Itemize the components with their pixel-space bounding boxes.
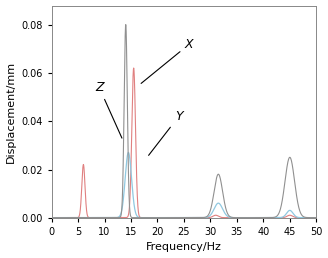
X-axis label: Frequency/Hz: Frequency/Hz (146, 243, 222, 252)
Text: Z: Z (95, 81, 122, 138)
Text: X: X (141, 38, 194, 83)
Y-axis label: Displacement/mm: Displacement/mm (6, 61, 15, 163)
Text: Y: Y (149, 110, 182, 155)
